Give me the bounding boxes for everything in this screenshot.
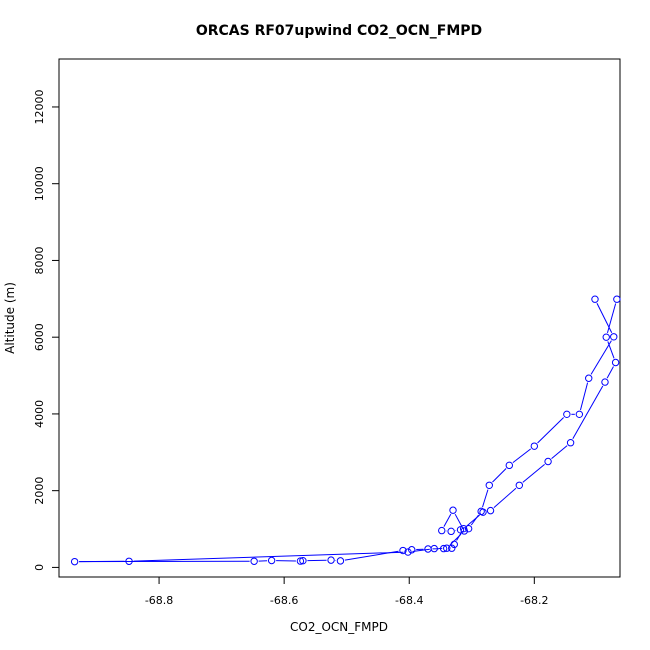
data-point (544, 457, 552, 466)
data-point (464, 524, 473, 533)
data-point (299, 556, 307, 565)
data-point (70, 557, 79, 566)
series-line-segment (133, 551, 404, 562)
data-point (327, 556, 335, 564)
series-line-segment (412, 548, 430, 552)
y-tick-label: 6000 (33, 323, 46, 351)
data-point (250, 557, 258, 565)
x-tick-label: -68.6 (270, 594, 298, 607)
data-point (443, 544, 451, 552)
series-line-segment (470, 514, 479, 526)
y-tick-label: 10000 (33, 166, 46, 201)
data-point (449, 506, 457, 514)
data-point (447, 527, 455, 536)
y-tick-label: 4000 (33, 400, 46, 428)
data-point (601, 378, 609, 386)
data-point (566, 439, 575, 447)
x-axis: -68.8 -68.6 -68.4 -68.2 (145, 576, 549, 607)
series-line-segment (579, 382, 589, 411)
series-line-segment (606, 303, 617, 333)
series-line-segment (443, 513, 452, 527)
series-line-segment (482, 489, 489, 508)
series-line-segment (551, 445, 568, 460)
series-line-segment (512, 448, 532, 464)
data-point (125, 557, 133, 565)
chart-title: ORCAS RF07upwind CO2_OCN_FMPD (196, 23, 482, 39)
y-tick-label: 8000 (33, 246, 46, 274)
data-point (530, 442, 539, 450)
data-point (585, 374, 593, 382)
y-axis-label: Altitude (m) (3, 282, 17, 354)
series-line-segment (596, 303, 613, 333)
x-tick-label: -68.8 (145, 594, 173, 607)
series-line-segment (449, 533, 462, 546)
data-point (430, 544, 438, 553)
data-point (336, 557, 345, 565)
y-axis: 0 2000 4000 6000 8000 10000 12000 (33, 89, 60, 571)
data-point (450, 540, 458, 549)
series-line-segment (522, 463, 545, 483)
data-point (267, 556, 276, 565)
data-point (296, 557, 305, 565)
data-point (439, 544, 448, 553)
data-point (456, 526, 465, 534)
series-line-segment (590, 340, 612, 375)
series-line-segment (537, 417, 564, 444)
data-point (399, 546, 407, 555)
series-line-segment (607, 341, 615, 359)
data-point (448, 544, 456, 552)
y-tick-label: 0 (33, 564, 46, 571)
plot-area (58, 58, 621, 578)
data-point (505, 461, 514, 470)
data-point (460, 527, 468, 535)
data-point (477, 507, 485, 516)
data-point (591, 295, 599, 303)
data-point (610, 333, 618, 341)
data-point (575, 410, 584, 419)
x-tick-label: -68.4 (395, 594, 423, 607)
data-point (408, 546, 416, 554)
data-point (486, 506, 495, 515)
x-tick-label: -68.2 (520, 594, 548, 607)
data-point (404, 548, 412, 556)
data-point (611, 358, 620, 367)
series-line-segment (606, 366, 614, 379)
data-point (515, 481, 524, 489)
data-point (485, 481, 493, 489)
data-point (563, 410, 571, 419)
data-point (602, 333, 610, 341)
series-line-segment (492, 468, 507, 483)
data-point (613, 295, 621, 303)
data-point (438, 526, 446, 535)
y-tick-label: 2000 (33, 477, 46, 505)
x-axis-label: CO2_OCN_FMPD (290, 620, 388, 634)
series-line-segment (493, 487, 517, 509)
series-line-segment (454, 513, 463, 528)
series-layer (70, 295, 621, 566)
series-line-segment (572, 385, 604, 440)
y-tick-label: 12000 (33, 89, 46, 124)
